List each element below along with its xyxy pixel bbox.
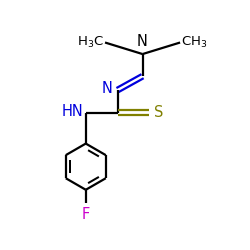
Text: HN: HN — [61, 104, 83, 119]
Text: N: N — [102, 81, 113, 96]
Text: S: S — [154, 105, 164, 120]
Text: N: N — [137, 34, 148, 49]
Text: $\mathsf{CH_3}$: $\mathsf{CH_3}$ — [181, 35, 208, 50]
Text: F: F — [82, 207, 90, 222]
Text: $\mathsf{H_3C}$: $\mathsf{H_3C}$ — [77, 35, 104, 50]
